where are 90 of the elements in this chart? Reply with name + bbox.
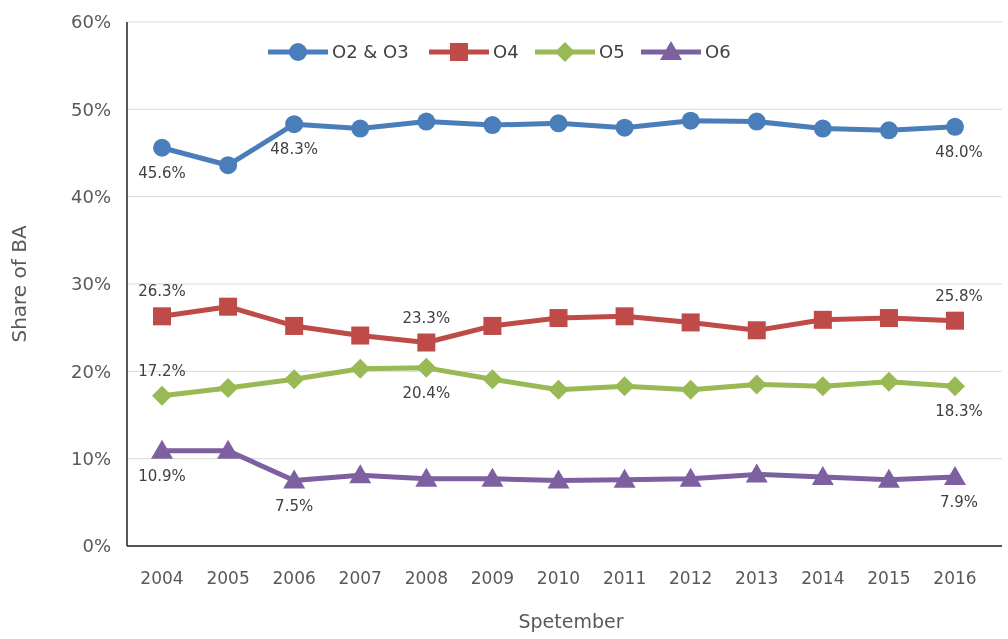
point: [681, 313, 700, 332]
data-label: 23.3%: [402, 308, 451, 327]
point: [877, 468, 900, 488]
point: [615, 118, 634, 137]
point: [283, 469, 306, 489]
point: [679, 467, 702, 487]
point: [745, 463, 768, 483]
point: [285, 316, 304, 335]
x-tick-label: 2011: [602, 568, 647, 588]
point: [153, 138, 171, 157]
y-tick-label: 30%: [70, 273, 111, 295]
point: [747, 112, 766, 131]
point: [945, 376, 965, 397]
point: [812, 376, 833, 397]
y-axis-title: Share of BA: [7, 225, 31, 343]
point: [153, 307, 171, 326]
point: [482, 369, 503, 390]
point: [878, 371, 899, 392]
x-tick-label: 2007: [338, 568, 382, 588]
legend-label: O4: [493, 41, 519, 63]
point: [219, 156, 238, 175]
x-tick-label: 2004: [140, 568, 184, 588]
point: [811, 466, 834, 486]
point: [879, 309, 898, 328]
x-axis-title: Spetember: [518, 610, 624, 632]
point: [549, 114, 568, 133]
point: [614, 376, 635, 397]
legend-label: O2 & O3: [332, 41, 409, 63]
point: [415, 467, 438, 487]
point: [351, 119, 370, 138]
point: [547, 469, 570, 489]
x-tick-label: 2012: [669, 568, 713, 588]
point: [218, 377, 239, 398]
legend-label: O5: [599, 41, 625, 63]
point: [613, 468, 636, 488]
data-label: 25.8%: [935, 286, 983, 305]
point: [483, 316, 502, 335]
point: [350, 358, 371, 379]
point: [284, 369, 305, 390]
point: [681, 111, 700, 130]
point: [152, 385, 172, 406]
data-label: 10.9%: [138, 466, 186, 485]
x-tick-label: 2013: [735, 568, 779, 588]
point: [548, 379, 569, 400]
data-label: 48.3%: [270, 140, 318, 159]
y-tick-label: 10%: [70, 447, 111, 469]
point: [151, 439, 173, 459]
y-tick-label: 20%: [70, 360, 111, 382]
data-label: 17.2%: [138, 361, 186, 380]
point: [746, 374, 767, 395]
x-tick-label: 2009: [470, 568, 515, 588]
point: [680, 379, 701, 400]
data-label: 45.6%: [138, 163, 186, 182]
y-tick-label: 0%: [82, 535, 111, 557]
point: [615, 307, 634, 326]
point: [417, 112, 436, 131]
data-label: 7.9%: [939, 493, 979, 512]
point: [349, 464, 372, 484]
legend-label: O6: [705, 41, 731, 63]
data-label: 7.5%: [275, 496, 314, 515]
data-label: 48.0%: [935, 142, 983, 161]
point: [219, 297, 238, 316]
x-tick-label: 2014: [801, 568, 845, 588]
point: [417, 333, 436, 352]
point: [217, 439, 240, 459]
x-tick-label: 2008: [404, 568, 448, 588]
point: [747, 321, 766, 340]
point: [549, 309, 568, 328]
data-label: 20.4%: [402, 383, 451, 402]
x-tick-label: 2006: [272, 568, 316, 588]
point: [946, 117, 964, 136]
point: [946, 311, 964, 330]
point: [483, 116, 502, 135]
point: [944, 466, 966, 486]
point: [879, 121, 898, 140]
x-tick-label: 2010: [536, 568, 581, 588]
x-tick-label: 2016: [933, 568, 977, 588]
x-tick-label: 2015: [867, 568, 911, 588]
point: [351, 326, 370, 345]
point: [481, 467, 504, 487]
point: [813, 310, 832, 329]
x-tick-label: 2005: [206, 568, 250, 588]
data-label: 26.3%: [138, 282, 186, 301]
y-tick-label: 40%: [70, 185, 111, 207]
point: [416, 357, 437, 378]
point: [813, 119, 832, 138]
point: [285, 115, 304, 134]
data-label: 18.3%: [935, 402, 983, 421]
y-tick-label: 50%: [70, 98, 111, 120]
y-tick-label: 60%: [70, 11, 111, 33]
